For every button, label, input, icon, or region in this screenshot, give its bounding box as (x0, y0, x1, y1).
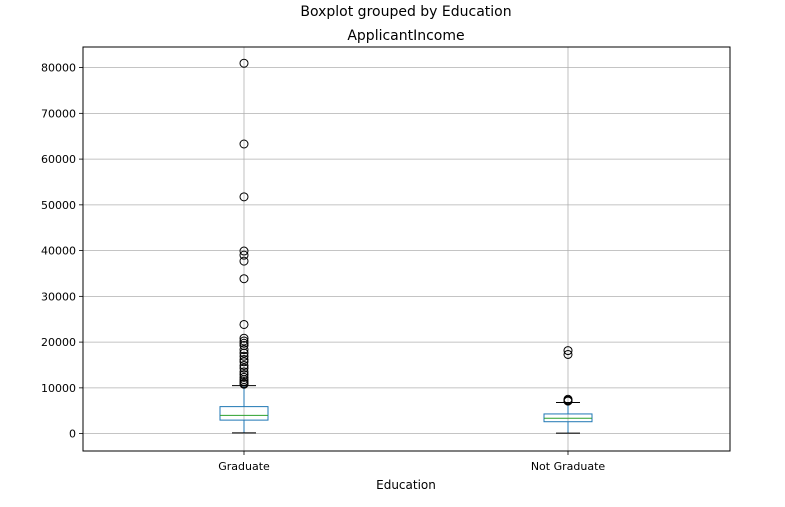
outlier-point (239, 338, 249, 348)
outlier-point (239, 333, 249, 343)
y-tick-label: 60000 (41, 153, 76, 166)
outlier-point (239, 360, 249, 370)
outlier-point (239, 58, 249, 68)
y-tick-label: 10000 (41, 382, 76, 395)
outlier-point (239, 363, 249, 373)
y-tick-label: 30000 (41, 290, 76, 303)
axis-ticks: 0 10000 20000 30000 40000 50000 60000 70000 8000… (41, 62, 605, 473)
x-axis-label: Education (376, 478, 436, 492)
y-tick-label: 20000 (41, 336, 76, 349)
y-tick-label: 70000 (41, 107, 76, 120)
outlier-point (563, 349, 573, 359)
outlier-point (239, 357, 249, 367)
x-tick-label: Not Graduate (531, 460, 606, 473)
outlier-point (239, 372, 249, 382)
plot-frame (82, 46, 731, 452)
outlier-point (239, 354, 249, 364)
outlier-point (239, 250, 249, 260)
outlier-point (563, 346, 573, 356)
outlier-point (239, 379, 249, 389)
outlier-point (239, 336, 249, 346)
outlier-point (239, 192, 249, 202)
box-series (219, 58, 593, 434)
outlier-point (239, 370, 249, 380)
outlier-point (239, 246, 249, 256)
chart-title: ApplicantIncome (347, 28, 464, 44)
outlier-point (563, 396, 573, 406)
y-tick-label: 0 (69, 428, 76, 441)
outlier-point (239, 256, 249, 266)
outlier-point (239, 351, 249, 361)
outlier-point (239, 345, 249, 355)
figure-suptitle: Boxplot grouped by Education (300, 4, 511, 20)
outlier-point (239, 139, 249, 149)
y-tick-label: 80000 (41, 62, 76, 75)
x-tick-label: Graduate (218, 460, 270, 473)
y-tick-label: 50000 (41, 199, 76, 212)
y-tick-label: 40000 (41, 245, 76, 258)
grid-lines (83, 47, 730, 451)
outlier-point (239, 348, 249, 358)
outlier-point (239, 274, 249, 284)
outlier-point (239, 319, 249, 329)
iqr-box (219, 406, 269, 421)
